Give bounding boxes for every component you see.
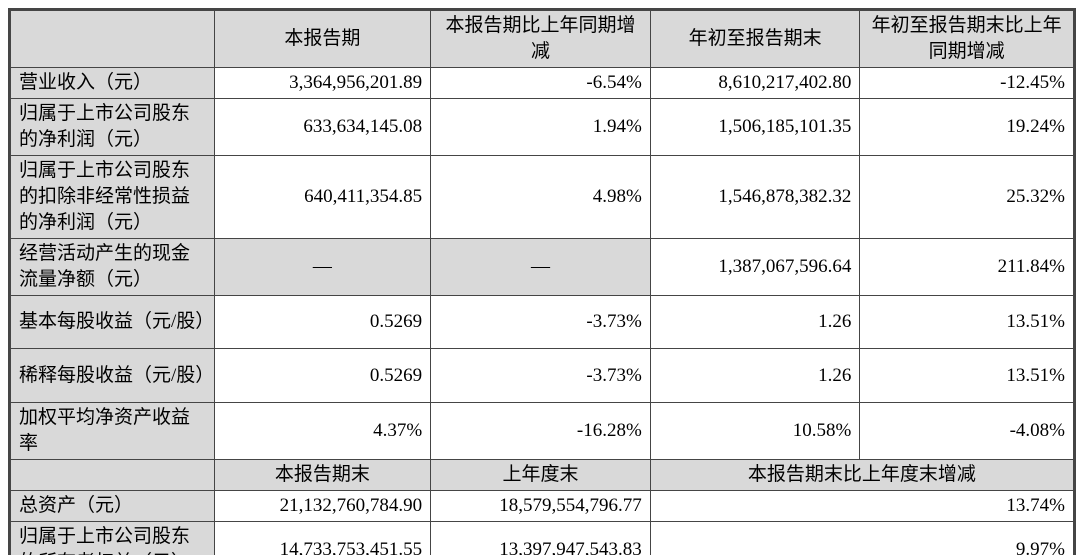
cell-ytd-yoy-change: 13.51% [859, 348, 1074, 403]
cell-prior-year-end: 13,397,947,543.83 [430, 521, 651, 555]
cell-yoy-change: 1.94% [430, 98, 651, 156]
cell-ytd: 1.26 [649, 348, 861, 403]
header-current-period: 本报告期 [213, 10, 432, 68]
header-row-period-end: 本报告期末 上年度末 本报告期末比上年度末增减 [10, 459, 1075, 491]
cell-ytd: 1,546,878,382.32 [649, 155, 861, 239]
cell-ytd-yoy-change: -4.08% [859, 402, 1074, 460]
cell-yoy-change: -16.28% [430, 402, 651, 460]
cell-period-end: 14,733,753,451.55 [213, 521, 432, 555]
row-label: 加权平均净资产收益率 [10, 402, 215, 460]
cell-period-end: 21,132,760,784.90 [213, 490, 432, 522]
cell-yoy-change: -3.73% [430, 348, 651, 403]
header-prior-year-end: 上年度末 [430, 459, 651, 491]
cell-current-period-dash: — [213, 238, 432, 296]
table-row-net-profit: 归属于上市公司股东的净利润（元） 633,634,145.08 1.94% 1,… [10, 98, 1074, 156]
table-row-shareholders-equity: 归属于上市公司股东的所有者权益（元） 14,733,753,451.55 13,… [10, 521, 1075, 555]
row-label: 归属于上市公司股东的所有者权益（元） [10, 521, 215, 555]
row-label: 营业收入（元） [10, 67, 215, 99]
cell-ytd-yoy-change: 13.51% [859, 295, 1074, 349]
cell-current-period: 640,411,354.85 [213, 155, 432, 239]
financial-summary-table-wrapper: 本报告期 本报告期比上年同期增减 年初至报告期末 年初至报告期末比上年同期增减 … [8, 8, 1076, 555]
cell-ytd: 10.58% [649, 402, 861, 460]
cell-ytd: 1.26 [649, 295, 861, 349]
row-label: 归属于上市公司股东的扣除非经常性损益的净利润（元） [10, 155, 215, 239]
cell-ytd: 1,387,067,596.64 [649, 238, 861, 296]
cell-ytd-yoy-change: 19.24% [859, 98, 1074, 156]
header-ytd-yoy-change: 年初至报告期末比上年同期增减 [859, 10, 1074, 68]
cell-change: 13.74% [649, 490, 1075, 522]
cell-prior-year-end: 18,579,554,796.77 [430, 490, 651, 522]
cell-current-period: 4.37% [213, 402, 432, 460]
row-label: 归属于上市公司股东的净利润（元） [10, 98, 215, 156]
cell-ytd-yoy-change: 25.32% [859, 155, 1074, 239]
cell-yoy-change: -3.73% [430, 295, 651, 349]
row-label: 稀释每股收益（元/股） [10, 348, 215, 403]
table-row-basic-eps: 基本每股收益（元/股） 0.5269 -3.73% 1.26 13.51% [10, 295, 1074, 349]
corner-cell [10, 459, 215, 491]
cell-change: 9.97% [649, 521, 1075, 555]
table-row-total-assets: 总资产（元） 21,132,760,784.90 18,579,554,796.… [10, 490, 1075, 522]
header-row-period: 本报告期 本报告期比上年同期增减 年初至报告期末 年初至报告期末比上年同期增减 [10, 10, 1074, 68]
cell-current-period: 633,634,145.08 [213, 98, 432, 156]
header-yoy-change: 本报告期比上年同期增减 [430, 10, 651, 68]
row-label: 总资产（元） [10, 490, 215, 522]
cell-current-period: 3,364,956,201.89 [213, 67, 432, 99]
financial-summary-table: 本报告期 本报告期比上年同期增减 年初至报告期末 年初至报告期末比上年同期增减 … [10, 10, 1075, 555]
table-row-operating-cash-flow: 经营活动产生的现金流量净额（元） — — 1,387,067,596.64 21… [10, 238, 1074, 296]
table-row-diluted-eps: 稀释每股收益（元/股） 0.5269 -3.73% 1.26 13.51% [10, 348, 1074, 403]
table-row-weighted-avg-roe: 加权平均净资产收益率 4.37% -16.28% 10.58% -4.08% [10, 402, 1074, 460]
row-label: 经营活动产生的现金流量净额（元） [10, 238, 215, 296]
cell-yoy-change-dash: — [430, 238, 651, 296]
corner-cell [10, 10, 215, 68]
cell-current-period: 0.5269 [213, 295, 432, 349]
header-period-end-change: 本报告期末比上年度末增减 [649, 459, 1075, 491]
cell-yoy-change: -6.54% [430, 67, 651, 99]
header-period-end: 本报告期末 [213, 459, 432, 491]
cell-yoy-change: 4.98% [430, 155, 651, 239]
row-label: 基本每股收益（元/股） [10, 295, 215, 349]
table-row-net-profit-excl-nonrecurring: 归属于上市公司股东的扣除非经常性损益的净利润（元） 640,411,354.85… [10, 155, 1074, 239]
header-ytd: 年初至报告期末 [649, 10, 861, 68]
cell-current-period: 0.5269 [213, 348, 432, 403]
cell-ytd: 1,506,185,101.35 [649, 98, 861, 156]
cell-ytd: 8,610,217,402.80 [649, 67, 861, 99]
cell-ytd-yoy-change: 211.84% [859, 238, 1074, 296]
cell-ytd-yoy-change: -12.45% [859, 67, 1074, 99]
table-row-revenue: 营业收入（元） 3,364,956,201.89 -6.54% 8,610,21… [10, 67, 1074, 99]
